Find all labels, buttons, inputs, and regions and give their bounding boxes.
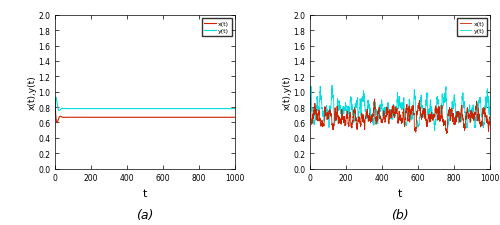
x(t) <box>68 116 74 119</box>
y(t) <box>323 111 329 114</box>
Line: x(t): x(t) <box>55 100 235 123</box>
X-axis label: t: t <box>142 188 147 198</box>
x(t) <box>416 108 422 110</box>
Legend: x(t), y(t): x(t), y(t) <box>457 19 487 37</box>
y(t) <box>374 115 380 117</box>
y(t) <box>53 96 59 99</box>
Text: (b): (b) <box>392 208 409 221</box>
y(t) <box>432 130 438 133</box>
x(t) <box>52 99 58 101</box>
x(t) <box>456 116 462 119</box>
y(t) <box>56 110 62 112</box>
Y-axis label: x(t),y(t): x(t),y(t) <box>283 75 292 110</box>
Line: y(t): y(t) <box>310 86 490 131</box>
y(t) <box>312 123 318 126</box>
y(t) <box>160 108 166 110</box>
Text: (a): (a) <box>136 208 154 221</box>
X-axis label: t: t <box>398 188 402 198</box>
y(t) <box>232 108 238 110</box>
y(t) <box>52 106 58 109</box>
x(t) <box>62 117 68 119</box>
y(t) <box>200 108 206 110</box>
y(t) <box>456 122 462 125</box>
x(t) <box>487 117 493 120</box>
y(t) <box>307 106 313 109</box>
x(t) <box>308 97 314 100</box>
x(t) <box>119 116 125 119</box>
x(t) <box>324 115 330 117</box>
x(t) <box>374 117 380 120</box>
x(t) <box>232 116 238 119</box>
x(t) <box>160 116 166 119</box>
y(t) <box>62 108 68 110</box>
y(t) <box>56 110 62 112</box>
Y-axis label: x(t),y(t): x(t),y(t) <box>28 75 36 110</box>
y(t) <box>416 124 422 127</box>
y(t) <box>317 91 323 94</box>
x(t) <box>54 122 60 124</box>
x(t) <box>317 117 323 120</box>
x(t) <box>56 117 62 119</box>
Line: x(t): x(t) <box>310 98 490 134</box>
x(t) <box>307 99 313 101</box>
Line: y(t): y(t) <box>55 98 235 111</box>
x(t) <box>200 116 206 119</box>
y(t) <box>68 108 74 110</box>
y(t) <box>119 108 125 110</box>
x(t) <box>312 114 318 116</box>
y(t) <box>329 84 335 87</box>
Legend: x(t), y(t): x(t), y(t) <box>202 19 232 37</box>
y(t) <box>487 99 493 101</box>
x(t) <box>444 132 450 135</box>
